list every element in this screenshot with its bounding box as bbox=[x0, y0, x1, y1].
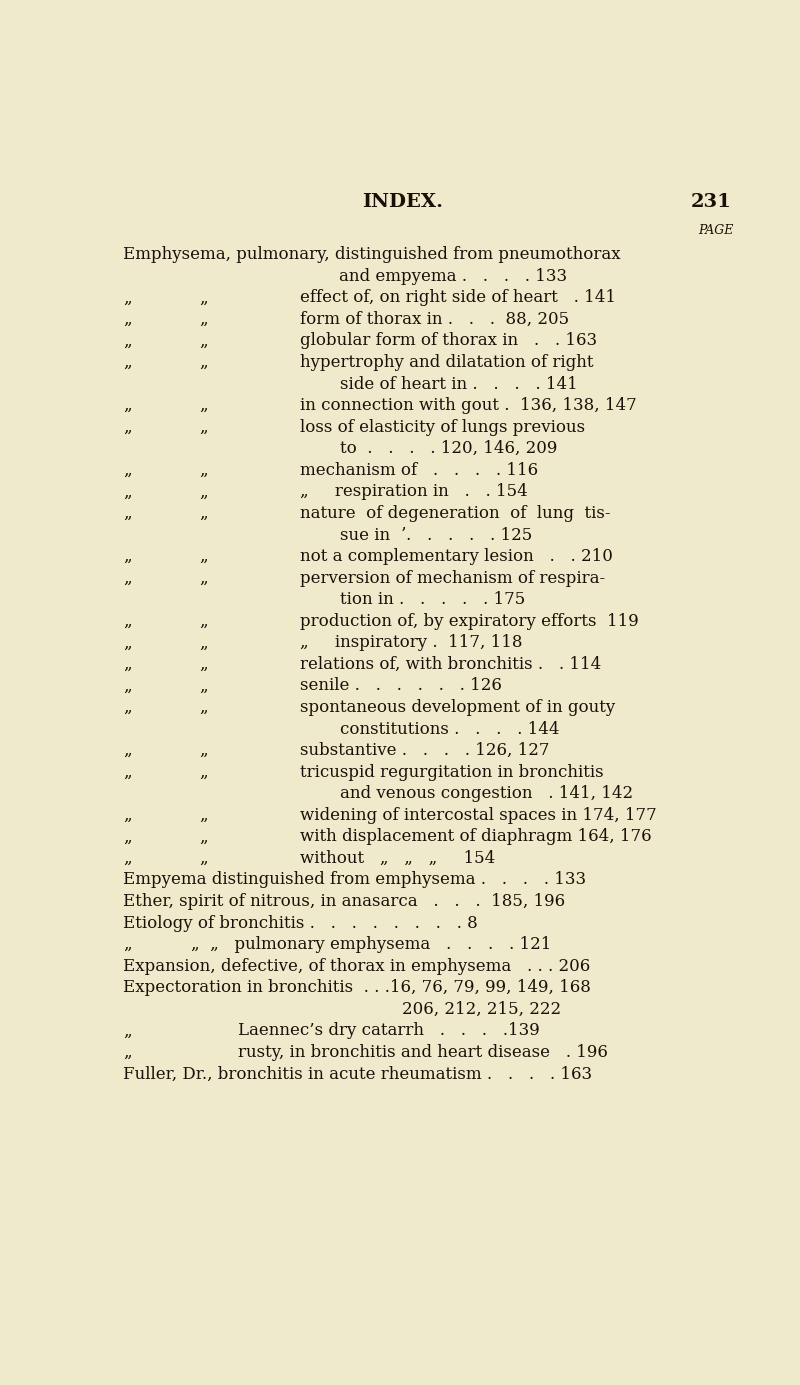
Text: „: „ bbox=[199, 677, 208, 694]
Text: „: „ bbox=[123, 807, 132, 824]
Text: „: „ bbox=[199, 461, 208, 479]
Text: „: „ bbox=[123, 1022, 132, 1039]
Text: spontaneous development of in gouty: spontaneous development of in gouty bbox=[300, 699, 615, 716]
Text: in connection with gout .  136, 138, 147: in connection with gout . 136, 138, 147 bbox=[300, 397, 637, 414]
Text: „: „ bbox=[123, 634, 132, 651]
Text: with displacement of diaphragm 164, 176: with displacement of diaphragm 164, 176 bbox=[300, 828, 651, 845]
Text: „: „ bbox=[199, 656, 208, 673]
Text: „     inspiratory .  117, 118: „ inspiratory . 117, 118 bbox=[300, 634, 522, 651]
Text: Expansion, defective, of thorax in emphysema   . . . 206: Expansion, defective, of thorax in emphy… bbox=[123, 958, 590, 975]
Text: Ether, spirit of nitrous, in anasarca   .   .   .  185, 196: Ether, spirit of nitrous, in anasarca . … bbox=[123, 893, 566, 910]
Text: perversion of mechanism of respira-: perversion of mechanism of respira- bbox=[300, 569, 605, 587]
Text: „: „ bbox=[123, 936, 132, 953]
Text: Laennec’s dry catarrh   .   .   .   .139: Laennec’s dry catarrh . . . .139 bbox=[238, 1022, 540, 1039]
Text: „: „ bbox=[199, 569, 208, 587]
Text: to  .   .   .   . 120, 146, 209: to . . . . 120, 146, 209 bbox=[340, 440, 558, 457]
Text: „: „ bbox=[123, 699, 132, 716]
Text: production of, by expiratory efforts  119: production of, by expiratory efforts 119 bbox=[300, 612, 638, 630]
Text: „: „ bbox=[199, 483, 208, 500]
Text: hypertrophy and dilatation of right: hypertrophy and dilatation of right bbox=[300, 355, 594, 371]
Text: substantive .   .   .   . 126, 127: substantive . . . . 126, 127 bbox=[300, 742, 550, 759]
Text: „: „ bbox=[123, 483, 132, 500]
Text: „: „ bbox=[123, 1044, 132, 1061]
Text: „: „ bbox=[123, 418, 132, 436]
Text: not a complementary lesion   .   . 210: not a complementary lesion . . 210 bbox=[300, 548, 613, 565]
Text: mechanism of   .   .   .   . 116: mechanism of . . . . 116 bbox=[300, 461, 538, 479]
Text: and empyema .   .   .   . 133: and empyema . . . . 133 bbox=[338, 267, 567, 285]
Text: „: „ bbox=[199, 612, 208, 630]
Text: „: „ bbox=[199, 418, 208, 436]
Text: effect of, on right side of heart   . 141: effect of, on right side of heart . 141 bbox=[300, 289, 616, 306]
Text: „: „ bbox=[199, 506, 208, 522]
Text: „: „ bbox=[199, 355, 208, 371]
Text: 206, 212, 215, 222: 206, 212, 215, 222 bbox=[402, 1001, 562, 1018]
Text: „: „ bbox=[199, 807, 208, 824]
Text: „: „ bbox=[123, 355, 132, 371]
Text: „: „ bbox=[123, 677, 132, 694]
Text: „: „ bbox=[123, 763, 132, 781]
Text: Expectoration in bronchitis  . . .16, 76, 79, 99, 149, 168: Expectoration in bronchitis . . .16, 76,… bbox=[123, 979, 591, 996]
Text: „: „ bbox=[123, 612, 132, 630]
Text: „     respiration in   .   . 154: „ respiration in . . 154 bbox=[300, 483, 528, 500]
Text: „: „ bbox=[199, 828, 208, 845]
Text: „: „ bbox=[123, 569, 132, 587]
Text: form of thorax in .   .   .  88, 205: form of thorax in . . . 88, 205 bbox=[300, 310, 569, 328]
Text: side of heart in .   .   .   . 141: side of heart in . . . . 141 bbox=[340, 375, 578, 392]
Text: „: „ bbox=[123, 310, 132, 328]
Text: „: „ bbox=[199, 397, 208, 414]
Text: globular form of thorax in   .   . 163: globular form of thorax in . . 163 bbox=[300, 332, 597, 349]
Text: senile .   .   .   .   .   . 126: senile . . . . . . 126 bbox=[300, 677, 502, 694]
Text: „: „ bbox=[123, 548, 132, 565]
Text: „: „ bbox=[199, 850, 208, 867]
Text: „: „ bbox=[123, 332, 132, 349]
Text: „: „ bbox=[199, 742, 208, 759]
Text: constitutions .   .   .   . 144: constitutions . . . . 144 bbox=[340, 720, 560, 738]
Text: „: „ bbox=[199, 289, 208, 306]
Text: widening of intercostal spaces in 174, 177: widening of intercostal spaces in 174, 1… bbox=[300, 807, 657, 824]
Text: „: „ bbox=[199, 634, 208, 651]
Text: „: „ bbox=[199, 332, 208, 349]
Text: Empyema distinguished from emphysema .   .   .   . 133: Empyema distinguished from emphysema . .… bbox=[123, 871, 586, 889]
Text: INDEX.: INDEX. bbox=[362, 193, 442, 211]
Text: „: „ bbox=[123, 850, 132, 867]
Text: „: „ bbox=[123, 828, 132, 845]
Text: „: „ bbox=[123, 289, 132, 306]
Text: without   „   „   „     154: without „ „ „ 154 bbox=[300, 850, 495, 867]
Text: „: „ bbox=[123, 461, 132, 479]
Text: „: „ bbox=[123, 742, 132, 759]
Text: tion in .   .   .   .   . 175: tion in . . . . . 175 bbox=[340, 591, 526, 608]
Text: tricuspid regurgitation in bronchitis: tricuspid regurgitation in bronchitis bbox=[300, 763, 603, 781]
Text: „  „   pulmonary emphysema   .   .   .   . 121: „ „ pulmonary emphysema . . . . 121 bbox=[191, 936, 552, 953]
Text: „: „ bbox=[123, 397, 132, 414]
Text: Emphysema, pulmonary, distinguished from pneumothorax: Emphysema, pulmonary, distinguished from… bbox=[123, 247, 621, 263]
Text: loss of elasticity of lungs previous: loss of elasticity of lungs previous bbox=[300, 418, 585, 436]
Text: sue in  ʼ.   .   .   .   . 125: sue in ʼ. . . . . 125 bbox=[340, 526, 533, 543]
Text: „: „ bbox=[199, 763, 208, 781]
Text: Etiology of bronchitis .   .   .   .   .   .   .   . 8: Etiology of bronchitis . . . . . . . . 8 bbox=[123, 914, 478, 932]
Text: rusty, in bronchitis and heart disease   . 196: rusty, in bronchitis and heart disease .… bbox=[238, 1044, 608, 1061]
Text: PAGE: PAGE bbox=[698, 224, 734, 237]
Text: „: „ bbox=[199, 310, 208, 328]
Text: „: „ bbox=[199, 548, 208, 565]
Text: „: „ bbox=[123, 506, 132, 522]
Text: „: „ bbox=[199, 699, 208, 716]
Text: „: „ bbox=[123, 656, 132, 673]
Text: nature  of degeneration  of  lung  tis-: nature of degeneration of lung tis- bbox=[300, 506, 610, 522]
Text: 231: 231 bbox=[690, 193, 731, 211]
Text: Fuller, Dr., bronchitis in acute rheumatism .   .   .   . 163: Fuller, Dr., bronchitis in acute rheumat… bbox=[123, 1065, 592, 1083]
Text: relations of, with bronchitis .   . 114: relations of, with bronchitis . . 114 bbox=[300, 656, 602, 673]
Text: and venous congestion   . 141, 142: and venous congestion . 141, 142 bbox=[340, 785, 634, 802]
